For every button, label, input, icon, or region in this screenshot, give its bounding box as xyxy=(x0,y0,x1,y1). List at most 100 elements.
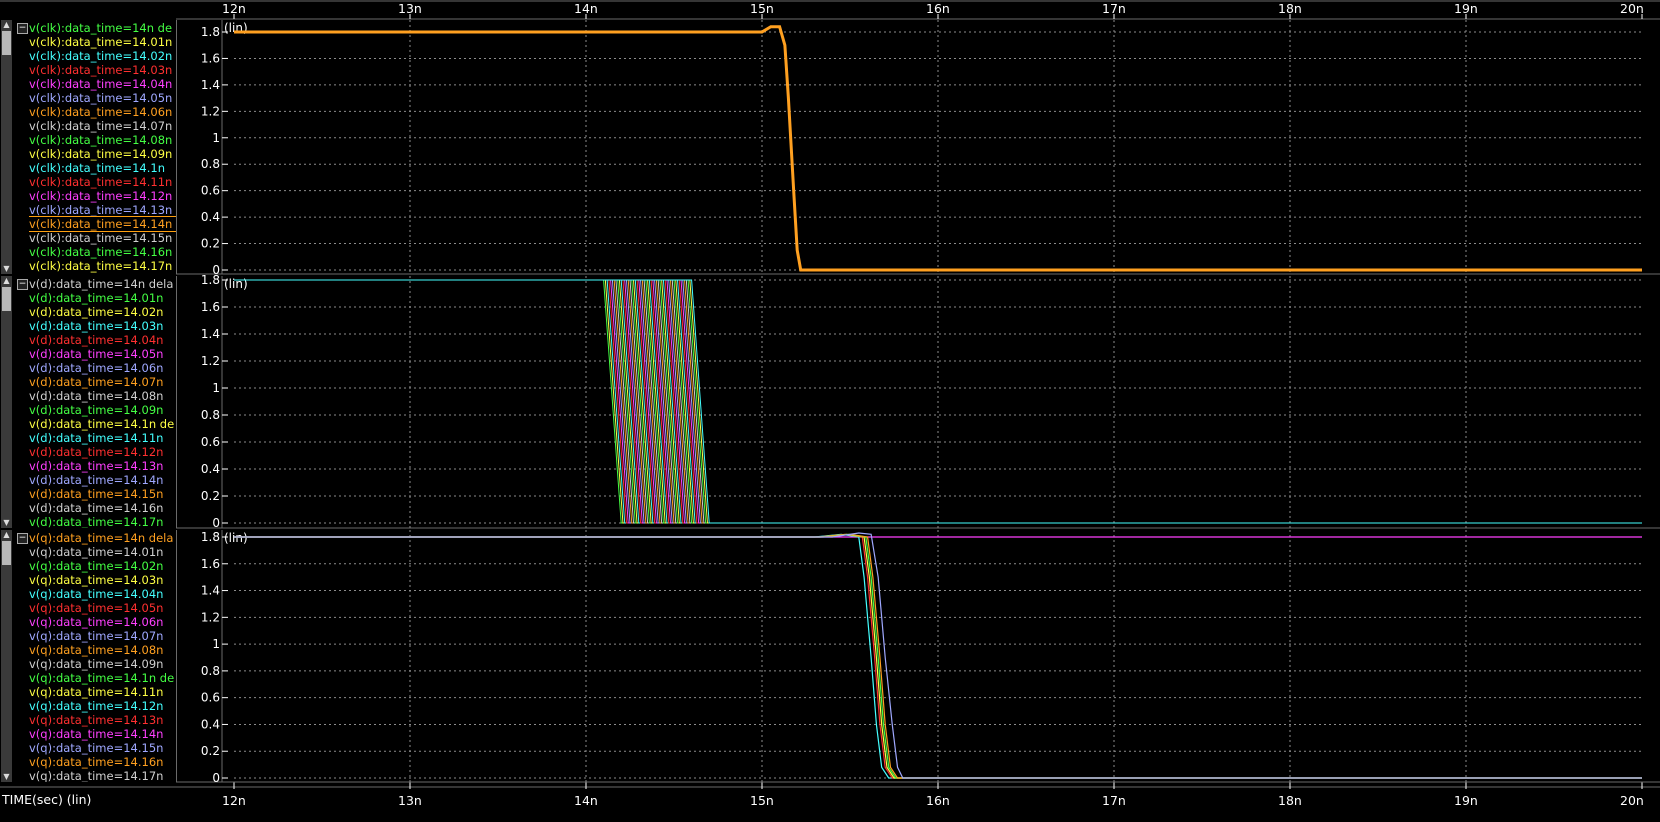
legend-item[interactable]: v(q):data_time=14.07n xyxy=(29,629,164,643)
legend-item[interactable]: v(q):data_time=14.17n xyxy=(29,769,164,782)
legend-item[interactable]: v(d):data_time=14.16n xyxy=(29,501,164,515)
scroll-up-icon[interactable]: ▲ xyxy=(3,20,10,29)
legend-item[interactable]: v(clk):data_time=14.14n xyxy=(29,216,176,232)
scroll-thumb[interactable] xyxy=(2,31,11,55)
y-tick-label: 1.8 xyxy=(201,530,220,544)
legend-item[interactable]: v(q):data_time=14.04n xyxy=(29,587,164,601)
y-tick-label: 0 xyxy=(212,771,220,785)
scroll-thumb[interactable] xyxy=(2,287,11,311)
legend-item[interactable]: v(q):data_time=14.15n xyxy=(29,741,164,755)
legend-item[interactable]: v(d):data_time=14.03n xyxy=(29,319,164,333)
legend-item[interactable]: v(q):data_time=14.12n xyxy=(29,699,164,713)
legend-scrollbar[interactable]: ▲ ▼ xyxy=(1,530,12,782)
legend-item[interactable]: v(clk):data_time=14n de xyxy=(29,21,173,35)
legend-item[interactable]: v(q):data_time=14.09n xyxy=(29,657,164,671)
legend-list: v(d):data_time=14n dela v(d):data_time=14… xyxy=(29,277,176,528)
legend-item[interactable]: v(d):data_time=14.02n xyxy=(29,305,164,319)
legend-item[interactable]: v(d):data_time=14.13n xyxy=(29,459,164,473)
legend-item[interactable]: v(d):data_time=14.17n xyxy=(29,515,164,528)
scroll-thumb[interactable] xyxy=(2,541,11,565)
legend-panel-d[interactable]: ▲ ▼ − v(d):data_time=14n dela v(d):data_time… xyxy=(0,276,177,528)
scroll-down-icon[interactable]: ▼ xyxy=(3,264,10,273)
legend-item[interactable]: v(clk):data_time=14.09n xyxy=(29,147,173,161)
legend-item[interactable]: v(clk):data_time=14.11n xyxy=(29,175,173,189)
legend-item[interactable]: v(clk):data_time=14.16n xyxy=(29,245,173,259)
legend-item[interactable]: v(clk):data_time=14.12n xyxy=(29,189,173,203)
legend-item[interactable]: v(clk):data_time=14.17n xyxy=(29,259,173,273)
legend-item[interactable]: v(q):data_time=14.08n xyxy=(29,643,164,657)
y-tick-label: 0.6 xyxy=(201,691,220,705)
legend-item[interactable]: v(clk):data_time=14.08n xyxy=(29,133,173,147)
x-tick-label-bottom: 18n xyxy=(1278,793,1302,808)
legend-item[interactable]: v(q):data_time=14n dela xyxy=(29,531,174,545)
legend-item[interactable]: v(d):data_time=14n dela xyxy=(29,277,174,291)
legend-item[interactable]: v(q):data_time=14.14n xyxy=(29,727,164,741)
legend-item[interactable]: v(clk):data_time=14.15n xyxy=(29,231,173,245)
scroll-up-icon[interactable]: ▲ xyxy=(3,276,10,285)
legend-item[interactable]: v(d):data_time=14.15n xyxy=(29,487,164,501)
legend-item[interactable]: v(clk):data_time=14.05n xyxy=(29,91,173,105)
legend-item[interactable]: v(clk):data_time=14.01n xyxy=(29,35,173,49)
legend-item[interactable]: v(q):data_time=14.13n xyxy=(29,713,164,727)
legend-panel-q[interactable]: ▲ ▼ − v(q):data_time=14n dela v(q):data_time… xyxy=(0,530,177,782)
scroll-up-icon[interactable]: ▲ xyxy=(3,530,10,539)
legend-item[interactable]: v(d):data_time=14.11n xyxy=(29,431,164,445)
scroll-down-icon[interactable]: ▼ xyxy=(3,518,10,527)
legend-item[interactable]: v(q):data_time=14.03n xyxy=(29,573,164,587)
x-tick-label-bottom: 12n xyxy=(222,793,246,808)
legend-scrollbar[interactable]: ▲ ▼ xyxy=(1,276,12,528)
y-tick-label: 0.2 xyxy=(201,489,220,503)
legend-item[interactable]: v(clk):data_time=14.13n xyxy=(29,203,173,217)
legend-item[interactable]: v(clk):data_time=14.03n xyxy=(29,63,173,77)
legend-item[interactable]: v(d):data_time=14.14n xyxy=(29,473,164,487)
legend-item[interactable]: v(q):data_time=14.01n xyxy=(29,545,164,559)
x-axis-title: TIME(sec) (lin) xyxy=(2,792,92,807)
y-tick-label: 0.4 xyxy=(201,462,220,476)
legend-scrollbar[interactable]: ▲ ▼ xyxy=(1,20,12,274)
legend-item[interactable]: v(clk):data_time=14.07n xyxy=(29,119,173,133)
legend-item[interactable]: v(d):data_time=14.01n xyxy=(29,291,164,305)
y-tick-label: 1.8 xyxy=(201,25,220,39)
y-tick-label: 1.6 xyxy=(201,51,220,65)
y-tick-label: 1.6 xyxy=(201,557,220,571)
y-tick-label: 1.6 xyxy=(201,300,220,314)
x-tick-label-bottom: 17n xyxy=(1102,793,1126,808)
x-tick-label-top: 18n xyxy=(1278,1,1302,16)
legend-item[interactable]: v(q):data_time=14.06n xyxy=(29,615,164,629)
legend-item[interactable]: v(clk):data_time=14.06n xyxy=(29,105,173,119)
collapse-icon[interactable]: − xyxy=(17,23,28,34)
legend-item[interactable]: v(q):data_time=14.05n xyxy=(29,601,164,615)
legend-item[interactable]: v(q):data_time=14.02n xyxy=(29,559,164,573)
legend-item[interactable]: v(d):data_time=14.07n xyxy=(29,375,164,389)
legend-item[interactable]: v(d):data_time=14.08n xyxy=(29,389,164,403)
y-tick-label: 1.8 xyxy=(201,273,220,287)
legend-item[interactable]: v(d):data_time=14.06n xyxy=(29,361,164,375)
y-tick-label: 0.4 xyxy=(201,717,220,731)
x-tick-label-top: 17n xyxy=(1102,1,1126,16)
legend-item[interactable]: v(clk):data_time=14.04n xyxy=(29,77,173,91)
collapse-icon[interactable]: − xyxy=(17,533,28,544)
legend-item[interactable]: v(q):data_time=14.16n xyxy=(29,755,164,769)
legend-item[interactable]: v(q):data_time=14.11n xyxy=(29,685,164,699)
scroll-down-icon[interactable]: ▼ xyxy=(3,772,10,781)
y-tick-label: 1 xyxy=(212,381,220,395)
legend-panel-clk[interactable]: ▲ ▼ − v(clk):data_time=14n de v(clk):data_ti… xyxy=(0,20,177,274)
legend-item[interactable]: v(clk):data_time=14.1n xyxy=(29,161,165,175)
waveform-trace xyxy=(234,532,1642,779)
legend-item[interactable]: v(d):data_time=14.09n xyxy=(29,403,164,417)
y-tick-label: 1.2 xyxy=(201,104,220,118)
legend-item[interactable]: v(q):data_time=14.1n de xyxy=(29,671,175,685)
legend-item[interactable]: v(d):data_time=14.05n xyxy=(29,347,164,361)
legend-item[interactable]: v(d):data_time=14.04n xyxy=(29,333,164,347)
y-tick-label: 0.6 xyxy=(201,184,220,198)
waveform-trace xyxy=(234,279,1642,524)
legend-item[interactable]: v(d):data_time=14.1n de xyxy=(29,417,175,431)
x-tick-label-bottom: 16n xyxy=(926,793,950,808)
collapse-icon[interactable]: − xyxy=(17,279,28,290)
legend-item[interactable]: v(d):data_time=14.12n xyxy=(29,445,164,459)
y-tick-label: 1.2 xyxy=(201,610,220,624)
legend-item[interactable]: v(clk):data_time=14.02n xyxy=(29,49,173,63)
x-tick-label-top: 14n xyxy=(574,1,598,16)
